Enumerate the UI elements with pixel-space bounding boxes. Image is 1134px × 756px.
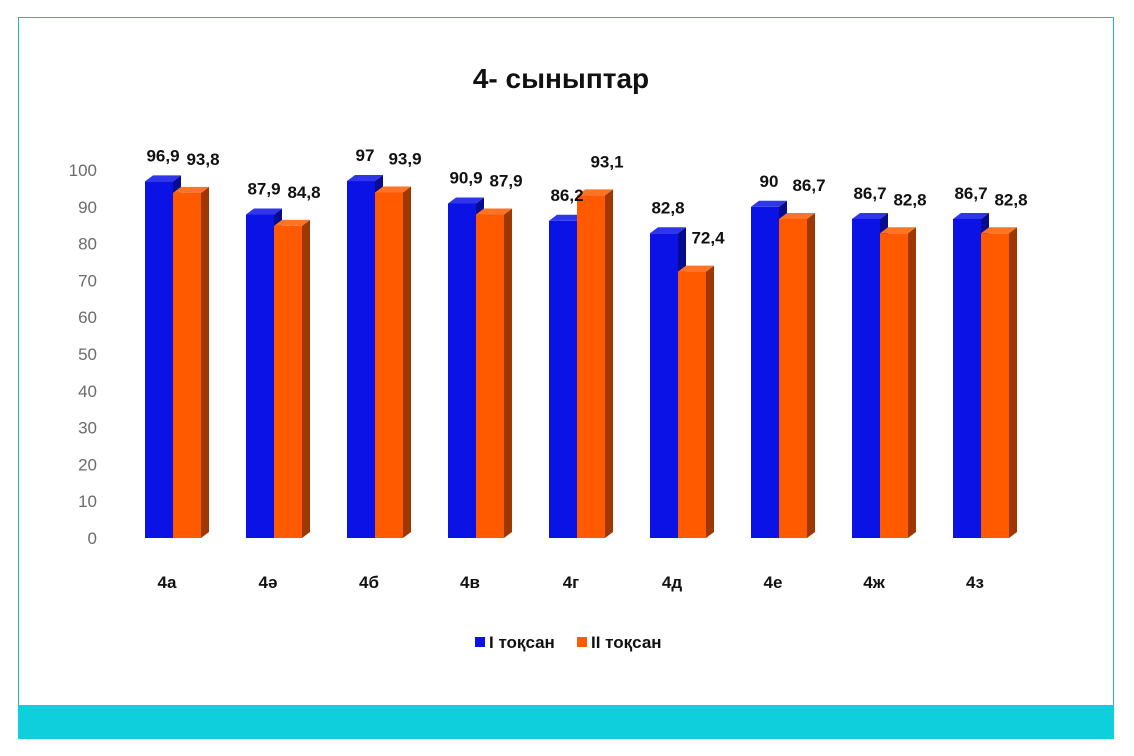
data-label: 97 (356, 146, 375, 165)
legend-label: I тоқсан (489, 633, 555, 652)
y-tick-label: 60 (78, 308, 97, 327)
bar (981, 227, 1017, 538)
data-label: 72,4 (691, 229, 725, 248)
data-label: 84,8 (287, 183, 320, 202)
category-label: 4д (662, 573, 682, 592)
category-label: 4б (359, 573, 379, 592)
data-labels: 96,9 93,8 87,9 84,8 97 93,9 90,9 87,9 86,2 93,1 82… (146, 146, 1027, 248)
bar (678, 265, 714, 538)
legend-item: I тоқсан (475, 633, 555, 652)
y-tick-label: 100 (69, 161, 97, 180)
category-label: 4в (460, 573, 480, 592)
data-label: 86,2 (550, 186, 583, 205)
data-label: 93,8 (186, 150, 219, 169)
y-axis: 0 10 20 30 40 50 60 70 80 90 100 (69, 161, 97, 548)
data-label: 93,9 (388, 149, 421, 168)
data-label: 93,1 (590, 152, 623, 171)
y-tick-label: 90 (78, 198, 97, 217)
bar (173, 186, 209, 539)
category-label: 4г (563, 573, 580, 592)
legend-item: II тоқсан (577, 633, 662, 652)
bar (476, 208, 512, 538)
bar (577, 189, 613, 538)
data-label: 87,9 (489, 172, 522, 191)
legend-swatch (577, 637, 587, 647)
category-label: 4ә (259, 573, 278, 592)
legend: I тоқсан II тоқсан (475, 633, 662, 652)
bar (274, 219, 310, 538)
footer-bar (18, 705, 1114, 739)
y-tick-label: 70 (78, 271, 97, 290)
y-tick-label: 40 (78, 382, 97, 401)
legend-swatch (475, 637, 485, 647)
data-label: 86,7 (792, 176, 825, 195)
data-label: 90,9 (449, 168, 482, 187)
y-tick-label: 50 (78, 345, 97, 364)
bars (145, 175, 1017, 539)
category-label: 4е (764, 573, 783, 592)
chart-title: 4- сыныптар (473, 63, 649, 94)
data-label: 82,8 (893, 190, 926, 209)
data-label: 86,7 (853, 184, 886, 203)
data-label: 90 (760, 172, 779, 191)
bar (779, 212, 815, 538)
legend-label: II тоқсан (591, 633, 662, 652)
y-tick-label: 10 (78, 492, 97, 511)
data-label: 96,9 (146, 146, 179, 165)
data-label: 87,9 (247, 180, 280, 199)
data-label: 86,7 (954, 184, 987, 203)
data-label: 82,8 (994, 190, 1027, 209)
category-label: 4з (966, 573, 984, 592)
y-tick-label: 80 (78, 235, 97, 254)
bar (375, 186, 411, 538)
x-axis: 4а 4ә 4б 4в 4г 4д 4е 4ж 4з (158, 573, 984, 592)
y-tick-label: 0 (88, 529, 97, 548)
y-tick-label: 30 (78, 419, 97, 438)
y-tick-label: 20 (78, 455, 97, 474)
data-label: 82,8 (651, 198, 684, 217)
bar (880, 227, 916, 538)
category-label: 4а (158, 573, 177, 592)
category-label: 4ж (863, 573, 885, 592)
